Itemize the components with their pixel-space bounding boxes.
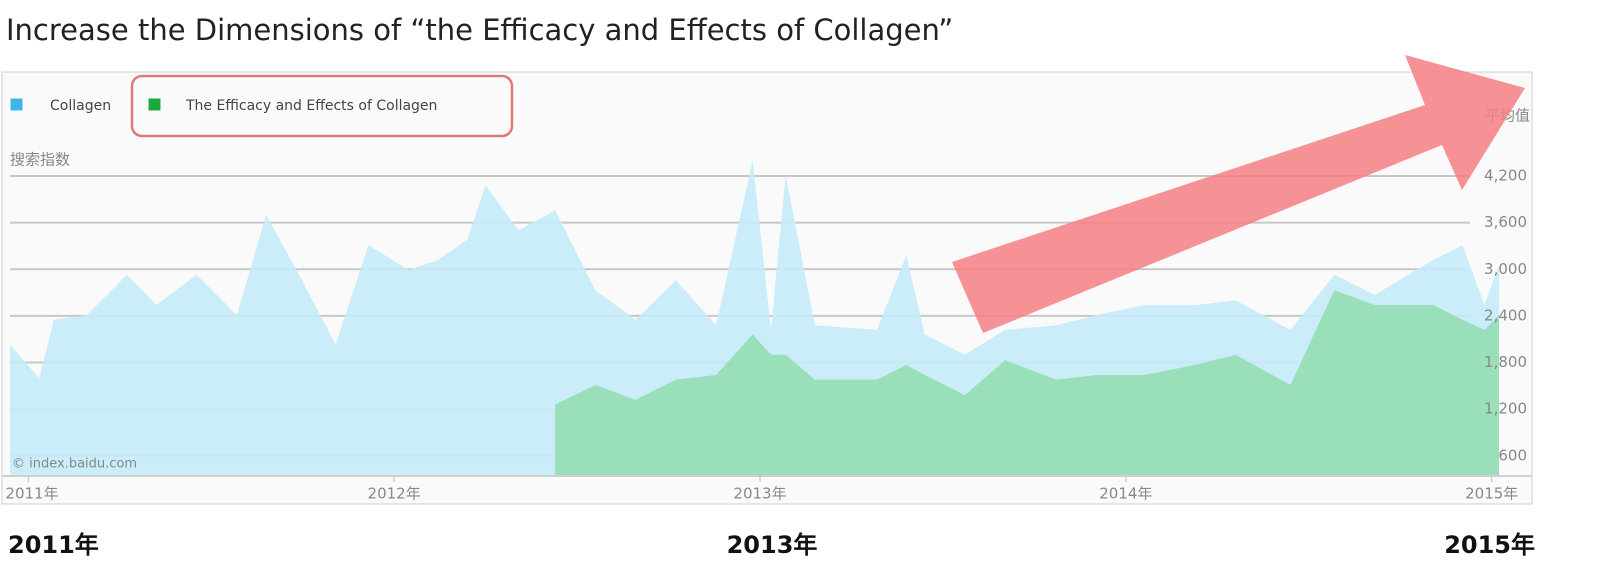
source: © index.baidu.com xyxy=(12,457,137,472)
x-tick-label: 2013年 xyxy=(733,485,786,503)
highlight-box xyxy=(130,74,514,138)
annotation: 2013年 xyxy=(727,531,818,559)
x-tick-label: 2015年 xyxy=(1465,485,1518,503)
y-tick-label: 1,800 xyxy=(1484,353,1527,371)
y-tick-label: 4,200 xyxy=(1484,166,1527,184)
y-tick-label: 3,600 xyxy=(1484,213,1527,231)
x-tick-label: 2011年 xyxy=(5,485,58,503)
x-tick-label: 2012年 xyxy=(368,485,421,503)
annotation: 2011年 xyxy=(8,531,99,559)
annotation: 2015年 xyxy=(1444,531,1535,559)
chart-title: Increase the Dimensions of “the Efficacy… xyxy=(6,13,953,47)
legend-label: The Efficacy and Effects of Collagen xyxy=(185,98,437,114)
legend-marker xyxy=(147,97,162,112)
legend-marker xyxy=(9,97,24,112)
y-axis-label: 搜索指数 xyxy=(10,151,70,169)
area xyxy=(555,290,1500,476)
y-tick-label: 3,000 xyxy=(1484,260,1527,278)
y-tick-label: 2,400 xyxy=(1484,306,1527,324)
x-tick-label: 2014年 xyxy=(1099,485,1152,503)
y-tick-label: 600 xyxy=(1498,446,1527,464)
arrow xyxy=(952,55,1525,333)
y-tick-label: 1,200 xyxy=(1484,400,1527,418)
legend-label: Collagen xyxy=(50,98,111,114)
